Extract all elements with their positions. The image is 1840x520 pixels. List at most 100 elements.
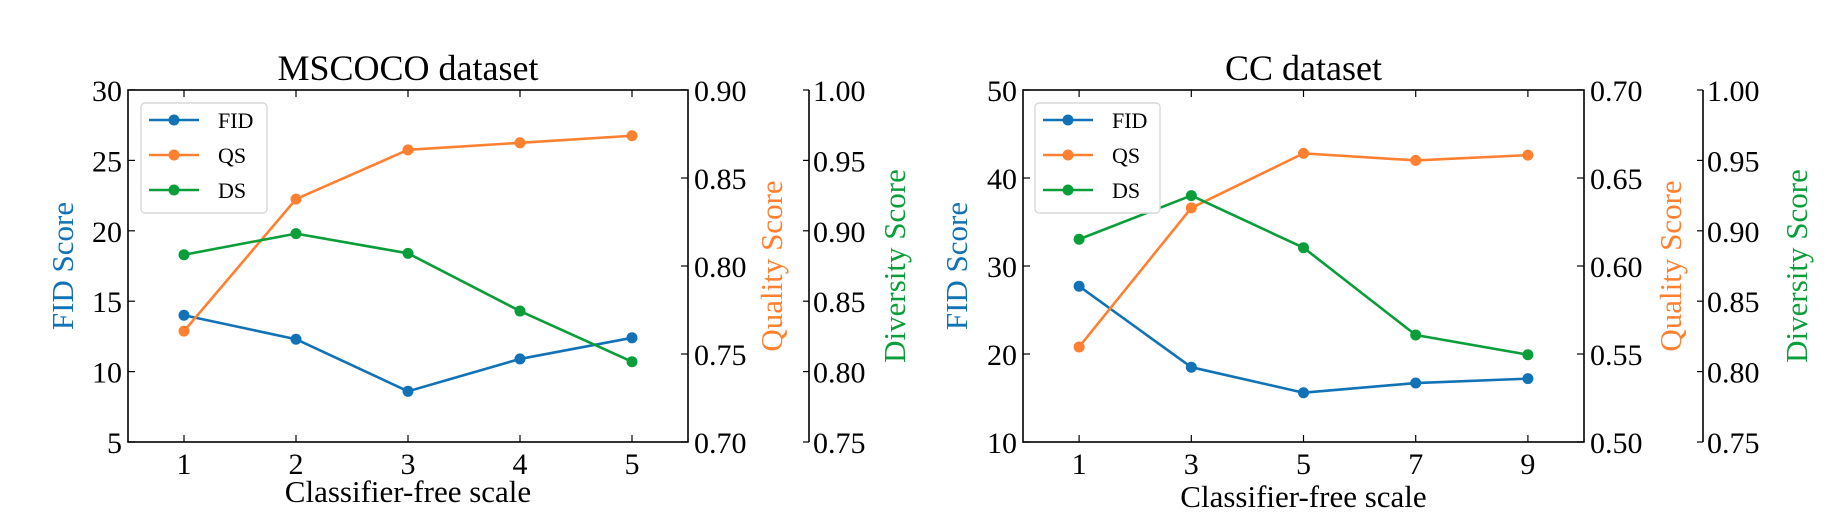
legend-marker-qs	[1062, 149, 1074, 161]
fid-tick-label: 15	[92, 286, 122, 319]
data-point-qs	[1298, 147, 1309, 159]
qs-tick-label: 0.85	[694, 163, 747, 196]
legend-label-ds: DS	[218, 178, 246, 203]
data-point-ds	[1073, 233, 1085, 245]
fid-tick-label: 10	[92, 357, 122, 390]
data-point-ds	[514, 305, 526, 317]
data-point-qs	[1522, 149, 1534, 161]
ds-tick-label: 0.95	[813, 145, 866, 178]
fid-tick-label: 25	[92, 145, 122, 178]
ds-tick-label: 0.80	[813, 357, 866, 390]
x-tick-label: 1	[1072, 448, 1087, 481]
x-tick-label: 1	[177, 448, 192, 481]
data-point-ds	[402, 247, 414, 259]
data-point-fid	[1073, 280, 1085, 292]
ds-tick-label: 0.90	[813, 216, 866, 249]
qs-tick-label: 0.90	[694, 75, 747, 108]
fid-tick-label: 40	[987, 163, 1017, 196]
qs-tick-label: 0.55	[1590, 339, 1643, 372]
x-axis-label: Classifier-free scale	[285, 474, 531, 509]
ds-tick-label: 0.85	[1707, 286, 1760, 319]
data-point-fid	[514, 353, 526, 365]
data-point-fid	[1410, 377, 1422, 389]
legend-label-fid: FID	[1112, 108, 1147, 133]
ds-tick-label: 0.95	[1707, 145, 1760, 178]
ds-tick-label: 0.75	[813, 427, 866, 460]
ds-tick-label: 0.80	[1707, 357, 1760, 390]
quality-axis-label: Quality Score	[1653, 180, 1688, 351]
data-point-ds	[1410, 329, 1422, 341]
legend: FID QS DS	[1034, 102, 1161, 214]
data-point-qs	[402, 144, 414, 156]
x-tick-label: 5	[1296, 448, 1311, 481]
fid-tick-label: 30	[92, 75, 122, 108]
ds-tick-label: 0.85	[813, 286, 866, 319]
data-point-fid	[1298, 387, 1309, 399]
fid-axis-label: FID Score	[45, 202, 80, 330]
data-point-ds	[178, 249, 190, 261]
qs-tick-label: 0.50	[1590, 427, 1643, 460]
data-point-qs	[514, 137, 526, 149]
data-point-fid	[1522, 373, 1534, 385]
legend-label-qs: QS	[1112, 143, 1140, 168]
legend-marker-fid	[168, 114, 180, 126]
legend-label-fid: FID	[218, 108, 253, 133]
ds-tick-label: 1.00	[1707, 75, 1760, 108]
data-point-qs	[626, 130, 638, 142]
chart-title: CC dataset	[1225, 48, 1382, 88]
ds-tick-label: 0.90	[1707, 216, 1760, 249]
data-point-qs	[290, 193, 302, 205]
diversity-axis-label: Diversity Score	[1779, 169, 1814, 363]
x-tick-label: 3	[1184, 448, 1199, 481]
x-tick-label: 4	[513, 448, 528, 481]
x-tick-label: 3	[401, 448, 416, 481]
series-line-fid	[183, 314, 633, 393]
qs-tick-label: 0.80	[694, 251, 747, 284]
data-point-ds	[1522, 349, 1534, 361]
x-axis-label: Classifier-free scale	[1180, 479, 1426, 514]
ds-tick-label: 0.75	[1707, 427, 1760, 460]
fid-tick-label: 20	[92, 216, 122, 249]
data-point-fid	[178, 309, 190, 321]
quality-axis-label: Quality Score	[754, 180, 789, 351]
data-point-qs	[1185, 202, 1197, 214]
data-point-fid	[1185, 361, 1197, 373]
data-point-fid	[290, 333, 302, 345]
fid-tick-label: 10	[987, 427, 1017, 460]
legend-label-qs: QS	[218, 143, 246, 168]
chart-title: MSCOCO dataset	[278, 48, 539, 88]
fid-axis-label: FID Score	[939, 202, 974, 330]
diversity-axis-label: Diversity Score	[877, 169, 912, 363]
x-tick-label: 5	[625, 448, 640, 481]
legend-marker-ds	[1062, 184, 1074, 196]
legend-label-ds: DS	[1112, 178, 1140, 203]
fid-tick-label: 5	[107, 427, 122, 460]
data-point-ds	[1298, 242, 1309, 254]
data-point-ds	[290, 228, 302, 240]
qs-tick-label: 0.60	[1590, 251, 1643, 284]
data-point-qs	[178, 325, 190, 337]
qs-tick-label: 0.70	[694, 427, 747, 460]
legend: FID QS DS	[140, 102, 268, 214]
panel-mscoco: MSCOCO dataset 1 2 3 4 5 Classifier-free scale…	[45, 48, 912, 509]
panel-cc: CC dataset 1 3 5 7 9 Classifier-free scale 10 20…	[939, 48, 1814, 514]
series-line-fid	[1078, 285, 1528, 395]
fid-tick-label: 20	[987, 339, 1017, 372]
legend-marker-ds	[168, 184, 180, 196]
series-line-ds	[1078, 194, 1529, 356]
ds-tick-label: 1.00	[813, 75, 866, 108]
x-tick-label: 9	[1520, 448, 1535, 481]
fid-tick-label: 50	[987, 75, 1017, 108]
legend-marker-qs	[168, 149, 180, 161]
fid-tick-label: 30	[987, 251, 1017, 284]
qs-tick-label: 0.70	[1590, 75, 1643, 108]
x-tick-label: 7	[1408, 448, 1423, 481]
qs-tick-label: 0.75	[694, 339, 747, 372]
data-point-qs	[1410, 154, 1422, 166]
qs-tick-label: 0.65	[1590, 163, 1643, 196]
data-point-fid	[402, 385, 414, 397]
legend-marker-fid	[1062, 114, 1074, 126]
x-tick-label: 2	[289, 448, 304, 481]
data-point-ds	[626, 356, 638, 368]
